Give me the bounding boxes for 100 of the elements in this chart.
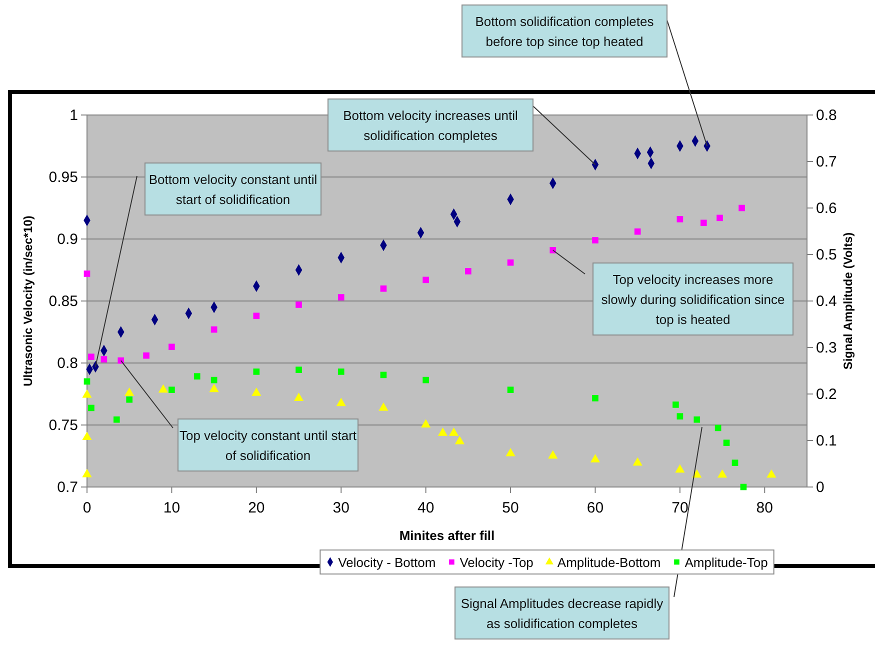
- y-tick-label: 0.8: [57, 354, 78, 372]
- point: [143, 352, 150, 359]
- y-axis-title: Ultrasonic Velocity (in/sec*10): [21, 216, 35, 386]
- point: [100, 356, 108, 362]
- point: [338, 294, 344, 300]
- point: [158, 384, 168, 393]
- point: [675, 464, 685, 473]
- point: [88, 354, 94, 360]
- y2-tick-label: 0.8: [816, 106, 837, 124]
- point: [694, 416, 700, 423]
- point: [732, 460, 738, 466]
- point: [82, 468, 92, 478]
- point: [82, 389, 92, 398]
- y-tick-label: 0.9: [57, 230, 78, 248]
- x-tick-label: 50: [502, 500, 519, 516]
- x-tick-label: 20: [248, 500, 265, 516]
- point: [338, 368, 344, 375]
- y2-tick-label: 0.2: [816, 386, 837, 403]
- y-tick-label: 0.7: [57, 478, 78, 496]
- point: [676, 216, 684, 222]
- point: [113, 416, 120, 423]
- point: [422, 276, 429, 284]
- point: [672, 402, 679, 408]
- point: [336, 398, 346, 406]
- point: [194, 373, 200, 380]
- point: [448, 428, 459, 436]
- point: [548, 450, 558, 459]
- point: [210, 326, 218, 333]
- point: [507, 259, 514, 266]
- point: [294, 392, 304, 401]
- point: [740, 484, 747, 490]
- annotation: Bottom velocity increases until solidification completes: [343, 108, 518, 143]
- y-tick-label: 0.85: [48, 292, 78, 310]
- point: [676, 413, 684, 420]
- annotation: Top velocity constant until start of solidification: [179, 428, 357, 463]
- point: [124, 388, 134, 396]
- point: [634, 228, 641, 235]
- legend-label: Velocity -Top: [460, 555, 534, 570]
- point: [126, 396, 133, 403]
- point: [253, 312, 260, 320]
- point: [723, 440, 730, 446]
- x-tick-label: 0: [82, 500, 92, 516]
- y2-tick-label: 0.4: [816, 292, 837, 310]
- point: [84, 270, 90, 277]
- point: [84, 378, 90, 385]
- x-tick-label: 60: [586, 500, 604, 516]
- point: [296, 302, 302, 308]
- legend-label: Amplitude-Top: [684, 555, 768, 570]
- point: [550, 247, 556, 254]
- x-tick-label: 30: [332, 500, 350, 516]
- point: [88, 404, 94, 412]
- point: [700, 220, 707, 226]
- y2-tick-label: 0.1: [816, 432, 837, 450]
- point: [210, 376, 218, 384]
- point: [506, 448, 516, 456]
- point: [421, 419, 431, 428]
- y2-tick-label: 0: [816, 478, 824, 496]
- point: [253, 368, 260, 375]
- point: [454, 436, 465, 444]
- y2-axis-title: Signal Amplitude (Volts): [841, 232, 855, 370]
- x-tick-label: 10: [163, 500, 180, 516]
- point: [168, 386, 175, 393]
- point: [438, 428, 448, 436]
- y-tick-label: 1: [70, 106, 78, 124]
- point: [378, 402, 388, 411]
- legend-label: Amplitude-Bottom: [557, 555, 661, 570]
- x-tick-label: 80: [756, 500, 773, 516]
- point: [592, 237, 598, 244]
- x-tick-label: 70: [672, 500, 688, 516]
- point: [766, 469, 776, 478]
- x-tick-label: 40: [417, 500, 434, 516]
- y2-tick-label: 0.3: [816, 339, 837, 356]
- annotation: Bottom velocity constant until start of solidification: [148, 172, 318, 207]
- point: [592, 395, 598, 402]
- x-axis-title: Minites after fill: [399, 528, 495, 543]
- point: [717, 469, 728, 478]
- point: [380, 285, 387, 292]
- point: [209, 384, 219, 392]
- point: [714, 424, 722, 432]
- point: [296, 366, 302, 373]
- legend-label: Velocity - Bottom: [338, 555, 436, 570]
- y2-tick-label: 0.5: [816, 246, 837, 264]
- point: [168, 344, 175, 350]
- point: [632, 457, 642, 466]
- y-tick-label: 0.75: [48, 416, 78, 434]
- point: [716, 214, 723, 222]
- point: [422, 376, 429, 384]
- point: [380, 372, 387, 378]
- annotation: Bottom solidification completes before top since top heated: [475, 14, 654, 49]
- text: Signal Amplitudes decrease rapidly as solidification completes: [460, 596, 664, 631]
- y-tick-label: 0.95: [48, 168, 78, 186]
- point: [465, 268, 472, 274]
- y2-tick-label: 0.7: [816, 153, 837, 170]
- point: [82, 432, 92, 440]
- point: [738, 204, 745, 212]
- y2-tick-label: 0.6: [816, 200, 837, 217]
- point: [252, 388, 262, 396]
- annotation: Top velocity increases more slowly during solidification since top is heated: [601, 272, 785, 327]
- point: [507, 386, 514, 393]
- point: [590, 454, 600, 462]
